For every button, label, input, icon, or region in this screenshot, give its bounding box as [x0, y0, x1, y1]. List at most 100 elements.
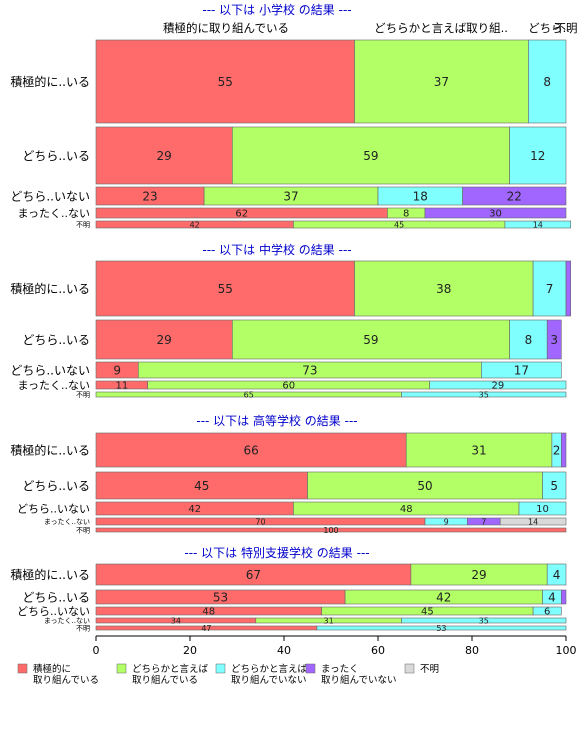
- bar-segment: [542, 471, 567, 500]
- data-label: 66: [243, 443, 258, 457]
- row-label: まったく..ない: [17, 379, 90, 392]
- row-label: まったく..ない: [44, 617, 90, 625]
- data-label: 9: [444, 517, 449, 526]
- data-label: 45: [194, 479, 209, 493]
- row-label: どちら..いない: [10, 363, 90, 377]
- data-label: 9: [113, 363, 121, 377]
- data-label: 22: [507, 189, 522, 203]
- bar-segment: [307, 471, 543, 500]
- x-tick-label: 60: [371, 644, 385, 657]
- data-label: 4: [548, 590, 556, 604]
- data-label: 47: [201, 624, 211, 633]
- data-label: 7: [546, 282, 554, 296]
- data-label: 53: [436, 624, 446, 633]
- legend-label: どちらかと言えば: [231, 663, 308, 675]
- x-tick-label: 20: [183, 644, 197, 657]
- bar-segment: [504, 220, 571, 229]
- data-label: 37: [434, 75, 449, 89]
- data-label: 100: [323, 526, 338, 535]
- data-label: 48: [202, 607, 215, 618]
- bar-segment: [95, 126, 233, 185]
- panel-title: --- 以下は 中学校 の結果 ---: [202, 242, 351, 257]
- data-label: 35: [479, 390, 489, 399]
- bar-segment: [528, 39, 567, 124]
- legend-label: まったく: [321, 664, 359, 675]
- data-label: 31: [324, 616, 334, 625]
- data-label: 14: [533, 220, 543, 229]
- bar-segment: [232, 319, 510, 360]
- column-header-label: どちらかと言えば取り組..: [374, 21, 508, 35]
- data-label: 37: [283, 189, 298, 203]
- data-label: 45: [394, 220, 404, 229]
- row-label: どちら..いない: [17, 605, 90, 618]
- data-label: 29: [491, 381, 504, 392]
- bar-segment: [565, 260, 571, 317]
- legend-label: 積極的に: [33, 663, 71, 675]
- row-label: どちら..いる: [22, 590, 90, 604]
- data-label: 23: [142, 189, 157, 203]
- bar-segment: [354, 39, 529, 124]
- x-tick-label: 0: [93, 644, 100, 657]
- row-label: まったく..ない: [17, 207, 90, 220]
- panel-title: --- 以下は 小学校 の結果 ---: [202, 2, 351, 17]
- data-label: 65: [244, 390, 254, 399]
- bar-segment: [499, 517, 567, 526]
- legend-label: 取り組んでいない: [321, 674, 397, 686]
- row-label: 不明: [76, 527, 90, 535]
- data-label: 59: [363, 149, 378, 163]
- data-label: 29: [471, 568, 486, 582]
- data-label: 42: [436, 590, 451, 604]
- bar-segment: [95, 319, 233, 360]
- data-label: 8: [543, 75, 551, 89]
- bar-segment: [560, 589, 567, 605]
- data-label: 31: [471, 443, 486, 457]
- bar-segment: [316, 625, 567, 631]
- data-label: 38: [436, 282, 451, 296]
- data-label: 2: [553, 443, 561, 457]
- row-label: 積極的に..いる: [10, 567, 90, 582]
- panel-title: --- 以下は 高等学校 の結果 ---: [196, 413, 357, 428]
- data-label: 29: [157, 149, 172, 163]
- legend-swatch: [17, 663, 28, 674]
- data-label: 17: [514, 363, 529, 377]
- bar-segment: [424, 207, 567, 219]
- data-label: 12: [530, 149, 545, 163]
- data-label: 10: [536, 504, 549, 515]
- data-label: 3: [550, 333, 558, 347]
- x-tick-label: 100: [556, 644, 577, 657]
- data-label: 29: [157, 333, 172, 347]
- data-label: 34: [171, 616, 181, 625]
- bar-segment: [354, 260, 534, 317]
- data-label: 6: [544, 607, 550, 618]
- row-label: まったく..ない: [44, 518, 90, 526]
- data-label: 7: [481, 517, 486, 526]
- legend-swatch: [116, 663, 127, 674]
- bar-segment: [401, 391, 567, 398]
- data-label: 42: [190, 220, 200, 229]
- data-label: 60: [282, 381, 295, 392]
- data-label: 4: [553, 568, 561, 582]
- data-label: 45: [421, 607, 434, 618]
- row-label: どちら..いる: [22, 479, 90, 493]
- bar-segment: [95, 527, 567, 533]
- legend-label: 取り組んでいる: [132, 674, 198, 686]
- data-label: 55: [218, 75, 233, 89]
- x-tick-label: 80: [465, 644, 479, 657]
- data-label: 70: [255, 517, 265, 526]
- data-label: 59: [363, 333, 378, 347]
- data-label: 53: [213, 590, 228, 604]
- data-label: 18: [413, 189, 428, 203]
- data-label: 14: [528, 517, 538, 526]
- bar-segment: [481, 361, 562, 379]
- panel-title: --- 以下は 特別支援学校 の結果 ---: [184, 545, 369, 560]
- legend-label: 取り組んでいない: [231, 674, 307, 686]
- data-label: 8: [525, 333, 533, 347]
- row-label: どちら..いる: [22, 149, 90, 163]
- bar-segment: [232, 126, 510, 185]
- row-label: どちら..いる: [22, 333, 90, 347]
- data-label: 5: [550, 479, 558, 493]
- bar-segment: [401, 617, 567, 624]
- row-label: 不明: [76, 391, 90, 399]
- bar-segment: [509, 319, 548, 360]
- bar-segment: [532, 606, 562, 616]
